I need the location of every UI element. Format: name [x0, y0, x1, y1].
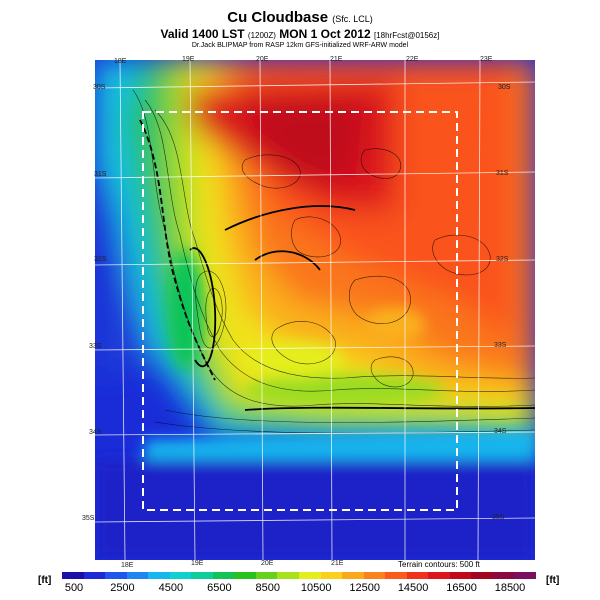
colorbar-swatch	[449, 572, 472, 579]
terrain-contour-note: Terrain contours: 500 ft	[398, 560, 480, 569]
colorbar-swatch	[234, 572, 256, 579]
forecast-note: [18hrFcst@0156z]	[373, 31, 440, 40]
lat-label-right: 35S	[492, 514, 505, 521]
colorbar-unit-right: [ft]	[546, 575, 560, 586]
colorbar-swatch	[492, 572, 515, 579]
colorbar-swatch	[191, 572, 213, 579]
colorbar-swatch	[126, 572, 149, 579]
colorbar	[62, 572, 537, 579]
colorbar-swatch	[62, 572, 84, 579]
lon-label-top: 18E	[114, 58, 127, 65]
lon-label-top: 22E	[406, 56, 419, 63]
model-subtitle: Dr.Jack BLIPMAP from RASP 12km GFS-initi…	[191, 42, 409, 49]
colorbar-swatch	[428, 572, 450, 579]
colorbar-tick-label: 18500	[494, 582, 526, 594]
colorbar-swatch	[299, 572, 321, 579]
colorbar-swatch	[471, 572, 493, 579]
lat-label-left: 34S	[89, 429, 102, 436]
colorbar-tick-label: 2500	[110, 582, 135, 594]
lat-label-left: 35S	[82, 515, 95, 522]
colorbar-swatch	[255, 572, 278, 579]
colorbar-tick-label: 8500	[255, 582, 281, 594]
colorbar-tick-label: 500	[64, 582, 84, 594]
lon-label-bottom: 21E	[331, 560, 344, 567]
lon-label-bottom: 19E	[191, 560, 204, 567]
colorbar-tick-label: 12500	[349, 582, 380, 594]
colorbar-tick-label: 4500	[158, 582, 184, 594]
colorbar-tick-label: 14500	[397, 582, 429, 594]
lon-label-top: 23E	[480, 56, 493, 63]
chart-title: Cu Cloudbase (Sfc. LCL)	[227, 9, 373, 26]
colorbar-swatch	[212, 572, 235, 579]
valid-time-line: Valid 1400 LST (1200Z) MON 1 Oct 2012 [1…	[160, 27, 440, 41]
lat-label-left: 30S	[93, 84, 106, 91]
colorbar-swatch	[169, 572, 192, 579]
lat-label-right: 31S	[496, 170, 509, 177]
valid-time-utc: (1200Z)	[247, 31, 276, 40]
lat-label-left: 31S	[94, 171, 107, 178]
lon-label-top: 20E	[256, 56, 269, 63]
lon-label-bottom: 20E	[261, 560, 274, 567]
cloudbase-map[interactable]	[95, 60, 535, 560]
colorbar-tick-label: 6500	[207, 582, 232, 594]
colorbar-swatch	[342, 572, 364, 579]
colorbar-swatch	[320, 572, 343, 579]
lat-label-right: 33S	[494, 342, 507, 349]
graticule	[95, 60, 535, 560]
lon-label-top: 19E	[182, 56, 195, 63]
terrain-contours	[132, 89, 535, 434]
field-shading	[95, 60, 535, 560]
colorbar-swatch	[148, 572, 170, 579]
lat-label-right: 32S	[496, 256, 509, 263]
colorbar-swatch	[277, 572, 300, 579]
colorbar-unit-left: [ft]	[38, 575, 52, 586]
lon-label-top: 21E	[330, 56, 343, 63]
lat-label-left: 33S	[89, 343, 102, 350]
colorbar-swatch	[105, 572, 127, 579]
colorbar-swatch	[406, 572, 429, 579]
lat-label-right: 34S	[494, 428, 507, 435]
lat-label-left: 32S	[94, 256, 107, 263]
colorbar-swatch	[83, 572, 106, 579]
colorbar-swatch	[514, 572, 537, 579]
colorbar-tick-labels: 500 2500 4500 6500 8500 10500 12500 14500 16500 1…	[0, 582, 600, 596]
lat-label-right: 30S	[498, 84, 511, 91]
colorbar-swatch	[363, 572, 386, 579]
title-note: (Sfc. LCL)	[332, 14, 373, 24]
inner-domain-boundary	[142, 111, 458, 511]
colorbar-swatch	[385, 572, 407, 579]
colorbar-tick-label: 16500	[446, 582, 477, 594]
colorbar-tick-label: 10500	[300, 582, 332, 594]
lon-label-bottom: 18E	[121, 562, 134, 569]
